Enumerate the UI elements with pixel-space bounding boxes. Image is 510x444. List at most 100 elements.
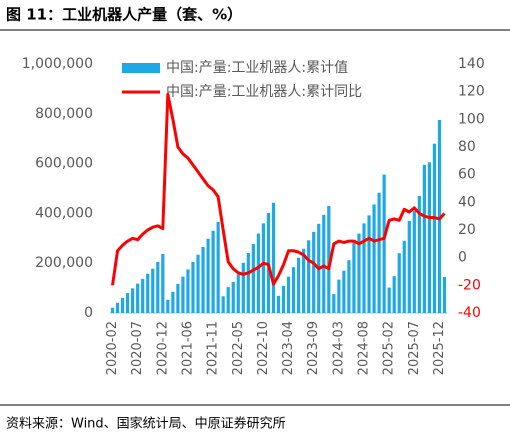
x-tick-label: 2025-02 [382, 321, 397, 375]
y2-tick-label: 80 [458, 139, 476, 155]
bar [312, 231, 316, 313]
bar [437, 120, 442, 314]
bar [427, 162, 431, 313]
bar [291, 267, 296, 313]
bar [362, 223, 366, 313]
bar [367, 215, 371, 313]
legend-label: 中国:产量:工业机器人:累计同比 [166, 84, 362, 100]
bar [352, 242, 356, 313]
bar [221, 296, 225, 313]
bar [216, 221, 220, 313]
bar [120, 297, 125, 313]
bar [342, 270, 346, 313]
bar [417, 195, 421, 313]
bar [377, 192, 381, 313]
x-tick-label: 2021-11 [206, 321, 221, 375]
bar [186, 269, 190, 313]
bar [337, 279, 341, 313]
bar [141, 278, 145, 313]
bar [110, 307, 115, 313]
bar [412, 210, 416, 313]
y2-tick-label: 140 [458, 56, 485, 72]
bar [261, 223, 266, 313]
bar [407, 220, 411, 313]
bar [206, 238, 210, 313]
source: 资料来源：Wind、国家统计局、中原证券研究所 [6, 416, 286, 432]
bar [156, 261, 160, 313]
bar [302, 248, 306, 313]
bar [392, 276, 396, 313]
x-tick-label: 2020-07 [130, 321, 145, 375]
bar [191, 261, 195, 313]
x-tick-label: 2021-06 [180, 321, 195, 375]
y2-tick-label: 100 [458, 111, 485, 127]
legend-swatch [122, 63, 160, 73]
bar [166, 299, 170, 313]
bar [442, 276, 447, 313]
bar [271, 202, 276, 313]
bar [422, 164, 426, 313]
y-tick-label: 600,000 [35, 156, 93, 172]
y2-tick-label: 40 [458, 194, 476, 210]
bar [246, 252, 250, 313]
bar [226, 287, 230, 313]
bar [231, 281, 235, 313]
bar [327, 205, 331, 313]
bar [297, 257, 301, 313]
bar [181, 276, 185, 313]
bar [126, 293, 130, 313]
bar [281, 285, 286, 313]
y-tick-label: 1,000,000 [22, 56, 93, 72]
bar [171, 291, 175, 313]
bar [307, 240, 311, 313]
bar [382, 174, 386, 313]
chart-title: 图 11：工业机器人产量（套、%） [6, 6, 242, 24]
bar [176, 283, 180, 313]
y2-tick-label: -20 [458, 277, 481, 293]
bar [146, 273, 150, 313]
bar [131, 288, 135, 313]
y-tick-label: 200,000 [35, 255, 93, 271]
bar [236, 274, 240, 313]
bar [196, 254, 200, 313]
x-tick-label: 2020-12 [155, 321, 170, 375]
bar [402, 240, 406, 313]
bar [397, 253, 401, 313]
bar [286, 276, 291, 313]
bar [211, 230, 215, 313]
bar [161, 253, 165, 313]
bar [151, 268, 155, 313]
x-tick-label: 2022-10 [256, 321, 271, 375]
y2-tick-label: 0 [458, 250, 467, 266]
bar [266, 212, 271, 313]
bar [241, 262, 245, 313]
legend-label: 中国:产量:工业机器人:累计值 [166, 60, 348, 76]
x-tick-label: 2024-08 [357, 321, 372, 375]
bar [387, 287, 391, 313]
bar [251, 244, 255, 313]
line [111, 92, 446, 286]
bar [347, 260, 351, 313]
bar [201, 247, 205, 313]
y-tick-label: 0 [84, 305, 93, 321]
x-tick-label: 2023-09 [306, 321, 321, 375]
bar [372, 204, 376, 313]
bar [136, 283, 140, 313]
y2-tick-label: 20 [458, 222, 476, 238]
bar [276, 295, 281, 313]
x-tick-label: 2024-03 [331, 321, 346, 375]
x-tick-label: 2020-02 [105, 321, 120, 375]
bar [115, 302, 120, 313]
bar [357, 233, 361, 313]
x-tick-label: 2025-07 [407, 321, 422, 375]
x-tick-label: 2025-12 [432, 321, 447, 375]
bar [322, 214, 326, 313]
bar [332, 294, 336, 313]
x-tick-label: 2023-04 [281, 321, 296, 375]
y2-tick-label: 60 [458, 167, 476, 183]
bar [256, 233, 260, 313]
y-tick-label: 400,000 [35, 205, 93, 221]
y2-tick-label: -40 [458, 305, 481, 321]
bar [432, 143, 437, 313]
